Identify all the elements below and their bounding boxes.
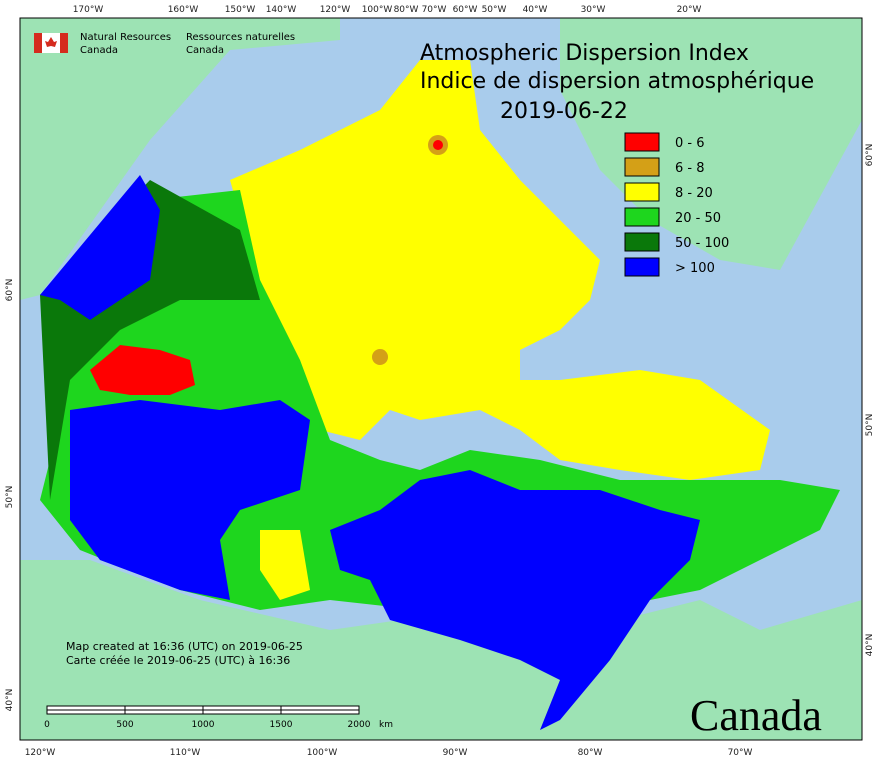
maple-leaf (45, 37, 57, 47)
graticule-label: 30°W (581, 5, 606, 15)
note: Map created at 16:36 (UTC) on 2019-06-25 (66, 640, 303, 653)
scale-bar: 0 500 1000 1500 2000 km (44, 705, 393, 730)
legend-swatch (624, 182, 660, 202)
date: 2019-06-22 (500, 99, 628, 124)
scale-segment (46, 709, 126, 715)
graticule-label: 120°W (25, 748, 56, 758)
scale-label: 1000 (192, 720, 215, 730)
note: Carte créée le 2019-06-25 (UTC) à 16:36 (66, 654, 290, 667)
legend-label: 0 - 6 (675, 136, 705, 151)
agency-name: Natural Resources (80, 32, 171, 43)
legend-label: 50 - 100 (675, 236, 729, 251)
index-regions (40, 60, 840, 730)
scale-label: 1500 (270, 720, 293, 730)
scale-segment (124, 705, 204, 711)
graticule-label: 100°W (362, 5, 393, 15)
graticule-label: 90°W (443, 748, 468, 758)
scale-segment (202, 709, 282, 715)
agency-block: Natural Resources Canada Ressources natu… (34, 32, 295, 56)
scale-segment (202, 705, 282, 711)
legend-label: 6 - 8 (675, 161, 705, 176)
graticule-label: 80°W (394, 5, 419, 15)
graticule-label: 170°W (73, 5, 104, 15)
scale-label: 2000 (348, 720, 371, 730)
graticule-label: 60°N (865, 144, 875, 167)
scale-segment (280, 705, 360, 711)
graticule-label: 50°W (482, 5, 507, 15)
scale-label: 0 (44, 720, 50, 730)
legend-swatch (624, 157, 660, 177)
graticule-label: 140°W (266, 5, 297, 15)
legend-label: 8 - 20 (675, 186, 713, 201)
flag-bar (34, 33, 42, 53)
legend-swatch (624, 257, 660, 277)
graticule-label: 40°W (523, 5, 548, 15)
legend: 0 - 6 6 - 8 8 - 20 20 - 50 50 - 100 > 100 (624, 132, 729, 277)
scale-unit: km (379, 720, 393, 730)
scale-label: 500 (116, 720, 133, 730)
agency-name: Ressources naturelles (186, 32, 295, 43)
graticule-label: 80°W (578, 748, 603, 758)
graticule-label: 60°W (453, 5, 478, 15)
title: Atmospheric Dispersion Index (420, 41, 749, 66)
legend-swatch (624, 207, 660, 227)
legend-swatch (624, 132, 660, 152)
legend-label: 20 - 50 (675, 211, 721, 226)
graticule-label: 120°W (320, 5, 351, 15)
title: Indice de dispersion atmosphérique (420, 69, 814, 94)
wordmark: Canada (690, 691, 822, 740)
legend-swatch (624, 232, 660, 252)
graticule-label: 40°N (5, 689, 15, 712)
graticule-label: 60°N (5, 279, 15, 302)
graticule-label: 110°W (170, 748, 201, 758)
graticule-label: 50°N (865, 414, 875, 437)
legend-label: > 100 (675, 261, 715, 276)
graticule-label: 100°W (307, 748, 338, 758)
graticule-label: 70°W (728, 748, 753, 758)
graticule-labels: 170°W 160°W 150°W 140°W 120°W 100°W 80°W 70°W 60… (5, 5, 875, 758)
graticule-label: 160°W (168, 5, 199, 15)
scale-segment (280, 709, 360, 715)
graticule-label: 20°W (677, 5, 702, 15)
other-land (20, 18, 862, 740)
agency-name: Canada (186, 45, 224, 56)
scale-segment (124, 709, 204, 715)
graticule-label: 50°N (5, 486, 15, 509)
graticule-label: 150°W (225, 5, 256, 15)
agency-name: Canada (80, 45, 118, 56)
flag-bar (60, 33, 68, 53)
scale-segment (46, 705, 126, 711)
graticule-label: 70°W (422, 5, 447, 15)
map-border (19, 17, 863, 741)
graticule-label: 40°N (865, 634, 875, 657)
